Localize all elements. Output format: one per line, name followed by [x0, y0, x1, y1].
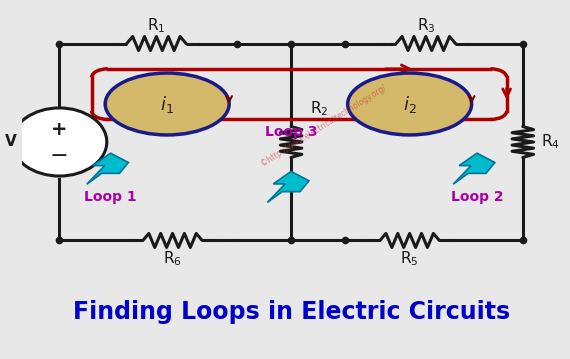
- Polygon shape: [267, 172, 309, 202]
- Ellipse shape: [12, 108, 107, 176]
- Text: Loop 3: Loop 3: [265, 125, 317, 139]
- Text: $i_1$: $i_1$: [160, 93, 174, 115]
- Polygon shape: [87, 153, 128, 184]
- Text: ©http://www.electricaltechnology.org/: ©http://www.electricaltechnology.org/: [259, 83, 388, 168]
- Ellipse shape: [348, 73, 471, 135]
- Text: −: −: [50, 146, 69, 166]
- Ellipse shape: [105, 73, 229, 135]
- Text: +: +: [51, 120, 68, 139]
- Polygon shape: [453, 153, 495, 184]
- Text: R$_4$: R$_4$: [540, 132, 560, 151]
- Text: R$_2$: R$_2$: [310, 99, 328, 118]
- Text: $i_2$: $i_2$: [403, 93, 417, 115]
- Text: R$_3$: R$_3$: [417, 16, 435, 34]
- Text: Loop 2: Loop 2: [451, 190, 503, 204]
- Text: R$_1$: R$_1$: [147, 16, 166, 34]
- Text: Finding Loops in Electric Circuits: Finding Loops in Electric Circuits: [72, 299, 510, 323]
- Text: R$_6$: R$_6$: [163, 250, 182, 268]
- Text: V: V: [5, 135, 17, 149]
- Text: Loop 1: Loop 1: [84, 190, 137, 204]
- Text: R$_5$: R$_5$: [400, 250, 419, 268]
